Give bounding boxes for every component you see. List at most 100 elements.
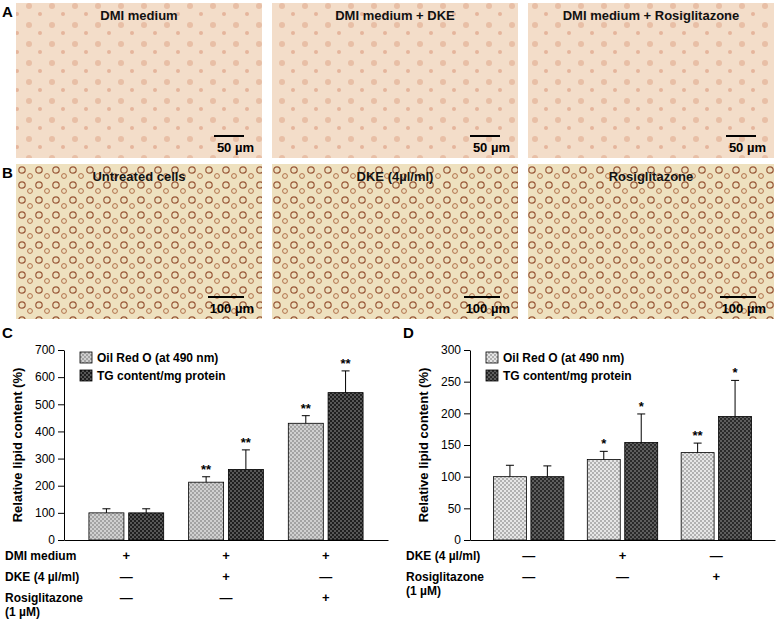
scale-bar-label: 50 µm	[729, 140, 766, 155]
significance-label: **	[693, 428, 704, 443]
scale-bar	[208, 296, 244, 298]
treatment-sign: —	[522, 569, 535, 584]
treatment-sign: —	[120, 590, 133, 605]
y-tick-mark	[464, 508, 470, 509]
y-tick: 700	[35, 343, 64, 357]
bar	[587, 460, 620, 540]
plot-area	[89, 371, 363, 540]
x-axis-line	[471, 540, 776, 541]
y-tick-mark	[464, 413, 470, 414]
error-bar	[202, 477, 210, 482]
legend-label: Oil Red O (at 490 nm)	[503, 351, 624, 365]
micrograph	[16, 3, 262, 158]
error-bar-stem	[735, 380, 736, 416]
legend-label: TG content/mg protein	[97, 369, 226, 383]
image-label: DKE (4µl/ml)	[357, 169, 434, 184]
micrograph	[272, 164, 518, 319]
y-tick-mark	[464, 477, 470, 478]
error-bar-stem	[206, 477, 207, 482]
image-label: Rosiglitazone	[609, 169, 694, 184]
y-tick: 200	[441, 407, 470, 421]
y-tick-mark	[58, 431, 64, 432]
y-tick-label: 200	[35, 479, 55, 493]
treatment-sign: —	[616, 569, 629, 584]
scale-bar-label: 50 µm	[473, 140, 510, 155]
treatment-sign: +	[123, 548, 131, 563]
y-tick: 600	[35, 370, 64, 384]
plot-area	[493, 380, 751, 540]
error-bar-stem	[547, 466, 548, 477]
bar	[328, 393, 363, 540]
treatment-sign: +	[322, 548, 330, 563]
y-tick: 0	[454, 533, 470, 547]
error-bar-stem	[345, 371, 346, 393]
error-bar-cap	[102, 508, 110, 509]
y-tick: 150	[441, 438, 470, 452]
y-tick-mark	[464, 445, 470, 446]
y-tick-label: 100	[441, 470, 461, 484]
treatment-sign: +	[222, 569, 230, 584]
treatment-sign: +	[222, 548, 230, 563]
treatment-label: Rosiglitazone(1 µM)	[406, 570, 484, 598]
bar	[228, 469, 263, 540]
error-bar	[242, 450, 250, 470]
bar	[625, 442, 658, 540]
y-tick-label: 300	[441, 343, 461, 357]
bar	[129, 513, 164, 540]
y-tick-mark	[58, 459, 64, 460]
y-axis: 0100200300400500600700	[35, 343, 65, 547]
y-tick-mark	[58, 377, 64, 378]
y-tick-mark	[464, 382, 470, 383]
treatment-sign: —	[220, 590, 233, 605]
error-bar	[543, 466, 551, 477]
micrograph	[16, 164, 262, 319]
scale-bar-label: 100 µm	[466, 301, 510, 316]
legend-swatch	[80, 370, 92, 381]
image-panel: ADMI medium50 µmDMI medium + DKE50 µmDMI…	[2, 3, 774, 158]
y-tick-label: 250	[441, 375, 461, 389]
treatment-sign: —	[319, 569, 332, 584]
y-tick-label: 0	[48, 533, 55, 547]
scale-bar	[726, 135, 756, 137]
error-bar-stem	[641, 414, 642, 443]
chart-panel: D050100150200250300Relative lipid conten…	[403, 324, 776, 598]
y-tick-label: 300	[35, 452, 55, 466]
y-tick-mark	[464, 540, 470, 541]
micrograph	[528, 164, 774, 319]
y-tick-label: 50	[448, 502, 462, 516]
y-tick-mark	[58, 486, 64, 487]
figure: ADMI medium50 µmDMI medium + DKE50 µmDMI…	[0, 0, 778, 632]
treatment-sign: —	[120, 569, 133, 584]
panel-letter: B	[2, 164, 13, 181]
y-tick-mark	[58, 513, 64, 514]
error-bar-stem	[305, 416, 306, 424]
error-bar	[302, 416, 310, 424]
legend-label: Oil Red O (at 490 nm)	[97, 351, 218, 365]
error-bar-cap	[142, 508, 150, 509]
scale-bar	[464, 296, 500, 298]
y-tick-mark	[58, 540, 64, 541]
y-axis: 0 50 100 150 200 250 300	[441, 343, 471, 547]
y-tick: 300	[441, 343, 470, 357]
bar	[719, 417, 752, 541]
bar	[681, 453, 714, 540]
error-bar	[342, 371, 350, 393]
y-tick-label: 150	[441, 438, 461, 452]
error-bar	[694, 443, 702, 453]
y-tick-label: 100	[35, 506, 55, 520]
error-bar-stem	[603, 451, 604, 459]
error-bar-cap	[506, 465, 514, 466]
significance-label: **	[201, 462, 212, 477]
scale-bar-label: 50 µm	[217, 140, 254, 155]
image-label: Untreated cells	[92, 169, 185, 184]
y-tick-mark	[58, 404, 64, 405]
y-tick-mark	[464, 350, 470, 351]
significance-label: **	[301, 401, 312, 416]
error-bar-stem	[697, 443, 698, 453]
error-bar-cap	[543, 465, 551, 466]
legend-swatch	[486, 352, 498, 363]
significance-label: *	[639, 399, 645, 414]
panel-letter: C	[2, 324, 13, 341]
significance-label: *	[601, 436, 607, 451]
significance-label: **	[241, 435, 252, 450]
